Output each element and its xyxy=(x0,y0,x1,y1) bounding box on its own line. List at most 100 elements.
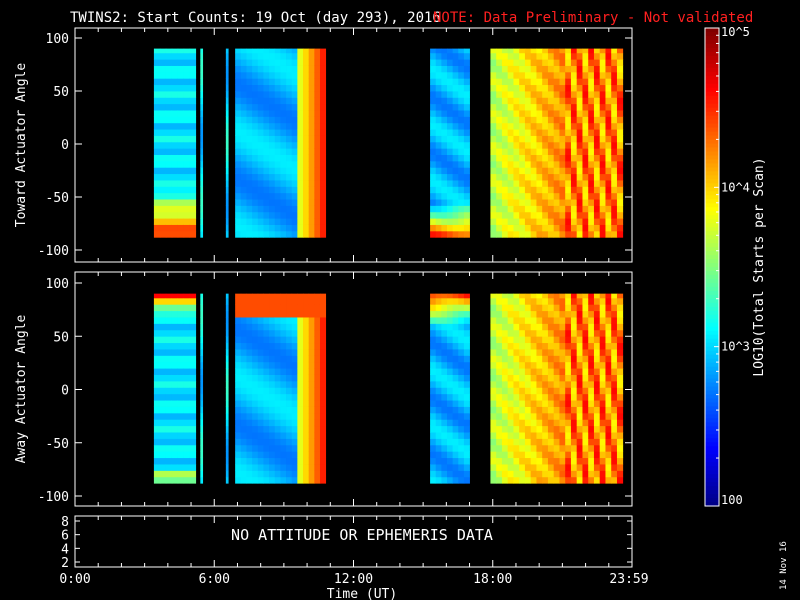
heatmap-cell xyxy=(565,97,572,105)
heatmap-cell xyxy=(314,160,321,168)
colorbar-band xyxy=(705,219,719,224)
heatmap-cell xyxy=(153,110,161,117)
heatmap-cell xyxy=(513,361,520,369)
heatmap-cell xyxy=(593,211,601,219)
heatmap-cell xyxy=(519,205,526,213)
y-tick-label: 0 xyxy=(61,384,69,399)
heatmap-cell xyxy=(303,323,310,331)
heatmap-cell xyxy=(530,476,537,484)
heatmap-cell xyxy=(165,393,173,401)
heatmap-cell xyxy=(183,122,191,130)
colorbar-band xyxy=(705,63,719,69)
heatmap-cell xyxy=(447,438,454,446)
colorbar-band xyxy=(705,171,719,176)
heatmap-cell xyxy=(616,71,624,79)
heatmap-cell xyxy=(177,304,185,312)
heatmap-cell xyxy=(303,116,310,124)
heatmap-cell xyxy=(547,97,555,105)
heatmap-cell xyxy=(235,361,242,369)
heatmap-cell xyxy=(490,211,497,219)
heatmap-cell xyxy=(542,141,549,149)
heatmap-cell xyxy=(458,224,465,232)
heatmap-cell xyxy=(565,199,572,206)
heatmap-cell xyxy=(519,211,526,219)
heatmap-cell xyxy=(501,218,509,225)
heatmap-cell xyxy=(177,218,185,225)
heatmap-cell xyxy=(565,419,572,427)
heatmap-cell xyxy=(291,470,298,478)
heatmap-cell xyxy=(200,412,204,420)
heatmap-cell xyxy=(252,52,259,60)
heatmap-cell xyxy=(588,48,595,54)
heatmap-cell xyxy=(565,129,572,136)
heatmap-cell xyxy=(463,52,470,60)
heatmap-cell xyxy=(183,336,191,344)
heatmap-cell xyxy=(519,224,526,232)
heatmap-cell xyxy=(536,141,543,149)
heatmap-cell xyxy=(280,464,287,471)
heatmap-cell xyxy=(303,91,310,98)
heatmap-cell xyxy=(576,317,583,324)
heatmap-cell xyxy=(291,230,298,238)
heatmap-cell xyxy=(553,110,560,117)
heatmap-cell xyxy=(547,368,555,375)
heatmap-cell xyxy=(159,310,167,318)
heatmap-cell xyxy=(257,387,264,395)
heatmap-cell xyxy=(524,293,532,299)
heatmap-cell xyxy=(611,148,618,155)
heatmap-cells xyxy=(153,293,624,484)
heatmap-cell xyxy=(501,110,509,117)
colorbar-band xyxy=(705,366,719,372)
heatmap-cell xyxy=(524,323,532,331)
heatmap-cell xyxy=(280,342,287,350)
heatmap-cell xyxy=(611,199,618,206)
heatmap-cell xyxy=(519,110,526,117)
heatmap-cell xyxy=(593,400,601,407)
heatmap-cell xyxy=(435,84,442,92)
heatmap-cell xyxy=(530,425,537,433)
heatmap-cell xyxy=(177,470,185,478)
heatmap-cell xyxy=(582,180,589,187)
heatmap-cell xyxy=(263,412,270,420)
heatmap-cell xyxy=(235,211,242,219)
heatmap-cell xyxy=(576,444,583,452)
heatmap-cell xyxy=(605,97,612,105)
heatmap-cell xyxy=(542,425,549,433)
heatmap-cell xyxy=(235,380,242,388)
heatmap-cell xyxy=(291,52,298,60)
heatmap-cell xyxy=(252,154,259,162)
heatmap-cell xyxy=(246,199,253,206)
heatmap-cell xyxy=(530,393,537,401)
heatmap-cell xyxy=(593,78,601,86)
colorbar-band xyxy=(705,306,719,312)
heatmap-cell xyxy=(308,336,315,344)
heatmap-cell xyxy=(291,224,298,232)
heatmap-cell xyxy=(291,323,298,331)
heatmap-cell xyxy=(447,205,454,213)
heatmap-cell xyxy=(165,412,173,420)
heatmap-cell xyxy=(588,400,595,407)
heatmap-cell xyxy=(565,361,572,369)
heatmap-cell xyxy=(458,116,465,124)
heatmap-cell xyxy=(246,444,253,452)
heatmap-cell xyxy=(490,451,497,459)
heatmap-cell xyxy=(263,451,270,459)
heatmap-cell xyxy=(490,48,497,54)
heatmap-cell xyxy=(605,71,612,79)
heatmap-cell xyxy=(200,84,204,92)
heatmap-cell xyxy=(616,180,624,187)
heatmap-cell xyxy=(153,393,161,401)
heatmap-cell xyxy=(507,160,514,168)
heatmap-cell xyxy=(616,59,624,66)
heatmap-cell xyxy=(553,224,560,232)
heatmap-cell xyxy=(269,59,276,66)
heatmap-cell xyxy=(458,406,465,414)
heatmap-cell xyxy=(616,438,624,446)
heatmap-cell xyxy=(611,129,618,136)
heatmap-cell xyxy=(165,205,173,213)
heatmap-cell xyxy=(616,393,624,401)
heatmap-cell xyxy=(582,59,589,66)
heatmap-cell xyxy=(452,329,459,337)
heatmap-cell xyxy=(263,432,270,439)
heatmap-cell xyxy=(235,84,242,92)
